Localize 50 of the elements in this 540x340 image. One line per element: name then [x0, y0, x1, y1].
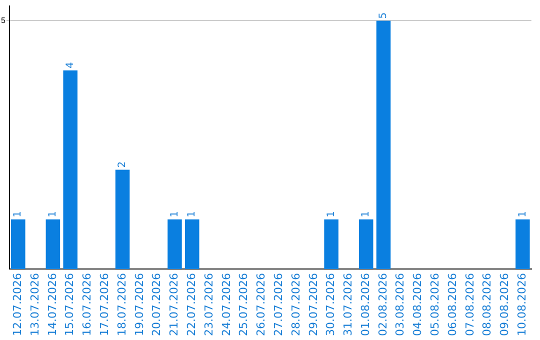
x-tick-label: 10.08.2026 — [516, 273, 529, 336]
x-tick-label: 28.07.2026 — [289, 273, 302, 336]
x-tick-label: 27.07.2026 — [272, 273, 285, 336]
bar — [516, 219, 530, 270]
x-tick-label: 25.07.2026 — [237, 273, 250, 336]
x-tick-label: 16.07.2026 — [80, 273, 94, 336]
x-tick-label: 07.08.2026 — [463, 273, 476, 336]
x-tick-label: 20.07.2026 — [150, 273, 164, 336]
x-tick-label: 29.07.2026 — [306, 273, 320, 336]
data-label: 1 — [517, 210, 528, 218]
bar — [46, 219, 60, 270]
x-tick-label: 24.07.2026 — [220, 273, 233, 336]
x-tick-label: 09.08.2026 — [498, 273, 512, 336]
x-tick-label: 13.07.2026 — [28, 273, 42, 336]
x-tick-label: 21.07.2026 — [168, 273, 181, 336]
x-tick-label: 19.07.2026 — [132, 273, 146, 336]
bar — [184, 219, 200, 270]
x-tick-label: 30.07.2026 — [324, 273, 338, 336]
bar — [324, 219, 338, 270]
x-tick-label: 02.08.2026 — [376, 273, 390, 336]
x-tick-label: 23.07.2026 — [202, 273, 216, 336]
bar — [376, 20, 391, 270]
x-tick-label: 31.07.2026 — [342, 273, 355, 336]
data-label: 5 — [378, 12, 390, 19]
data-label: 4 — [64, 62, 76, 68]
x-tick-label: 03.08.2026 — [394, 273, 407, 336]
x-tick-label: 18.07.2026 — [115, 273, 128, 336]
bar — [168, 219, 182, 270]
bar — [115, 170, 130, 270]
x-tick-label: 04.08.2026 — [411, 273, 424, 336]
x-tick-label: 08.08.2026 — [480, 273, 494, 336]
x-tick-label: 14.07.2026 — [46, 273, 59, 336]
bar — [63, 70, 78, 270]
data-label: 1 — [48, 210, 59, 218]
bar — [358, 219, 374, 270]
data-label: 1 — [12, 210, 24, 218]
data-label: 1 — [326, 210, 337, 218]
x-tick-label: 15.07.2026 — [63, 273, 76, 336]
x-tick-label: 05.08.2026 — [428, 273, 442, 336]
data-label: 1 — [169, 210, 180, 218]
data-label: 1 — [360, 210, 372, 218]
x-tick-label: 01.08.2026 — [358, 273, 372, 336]
x-tick-label: 06.08.2026 — [446, 273, 459, 336]
data-label: 1 — [186, 210, 198, 218]
x-tick-label: 17.07.2026 — [98, 273, 111, 336]
x-tick-label: 12.07.2026 — [11, 273, 24, 336]
data-label: 2 — [117, 161, 128, 168]
bar — [11, 219, 26, 270]
x-tick-label: 26.07.2026 — [254, 273, 268, 336]
x-tick-label: 22.07.2026 — [184, 273, 198, 336]
